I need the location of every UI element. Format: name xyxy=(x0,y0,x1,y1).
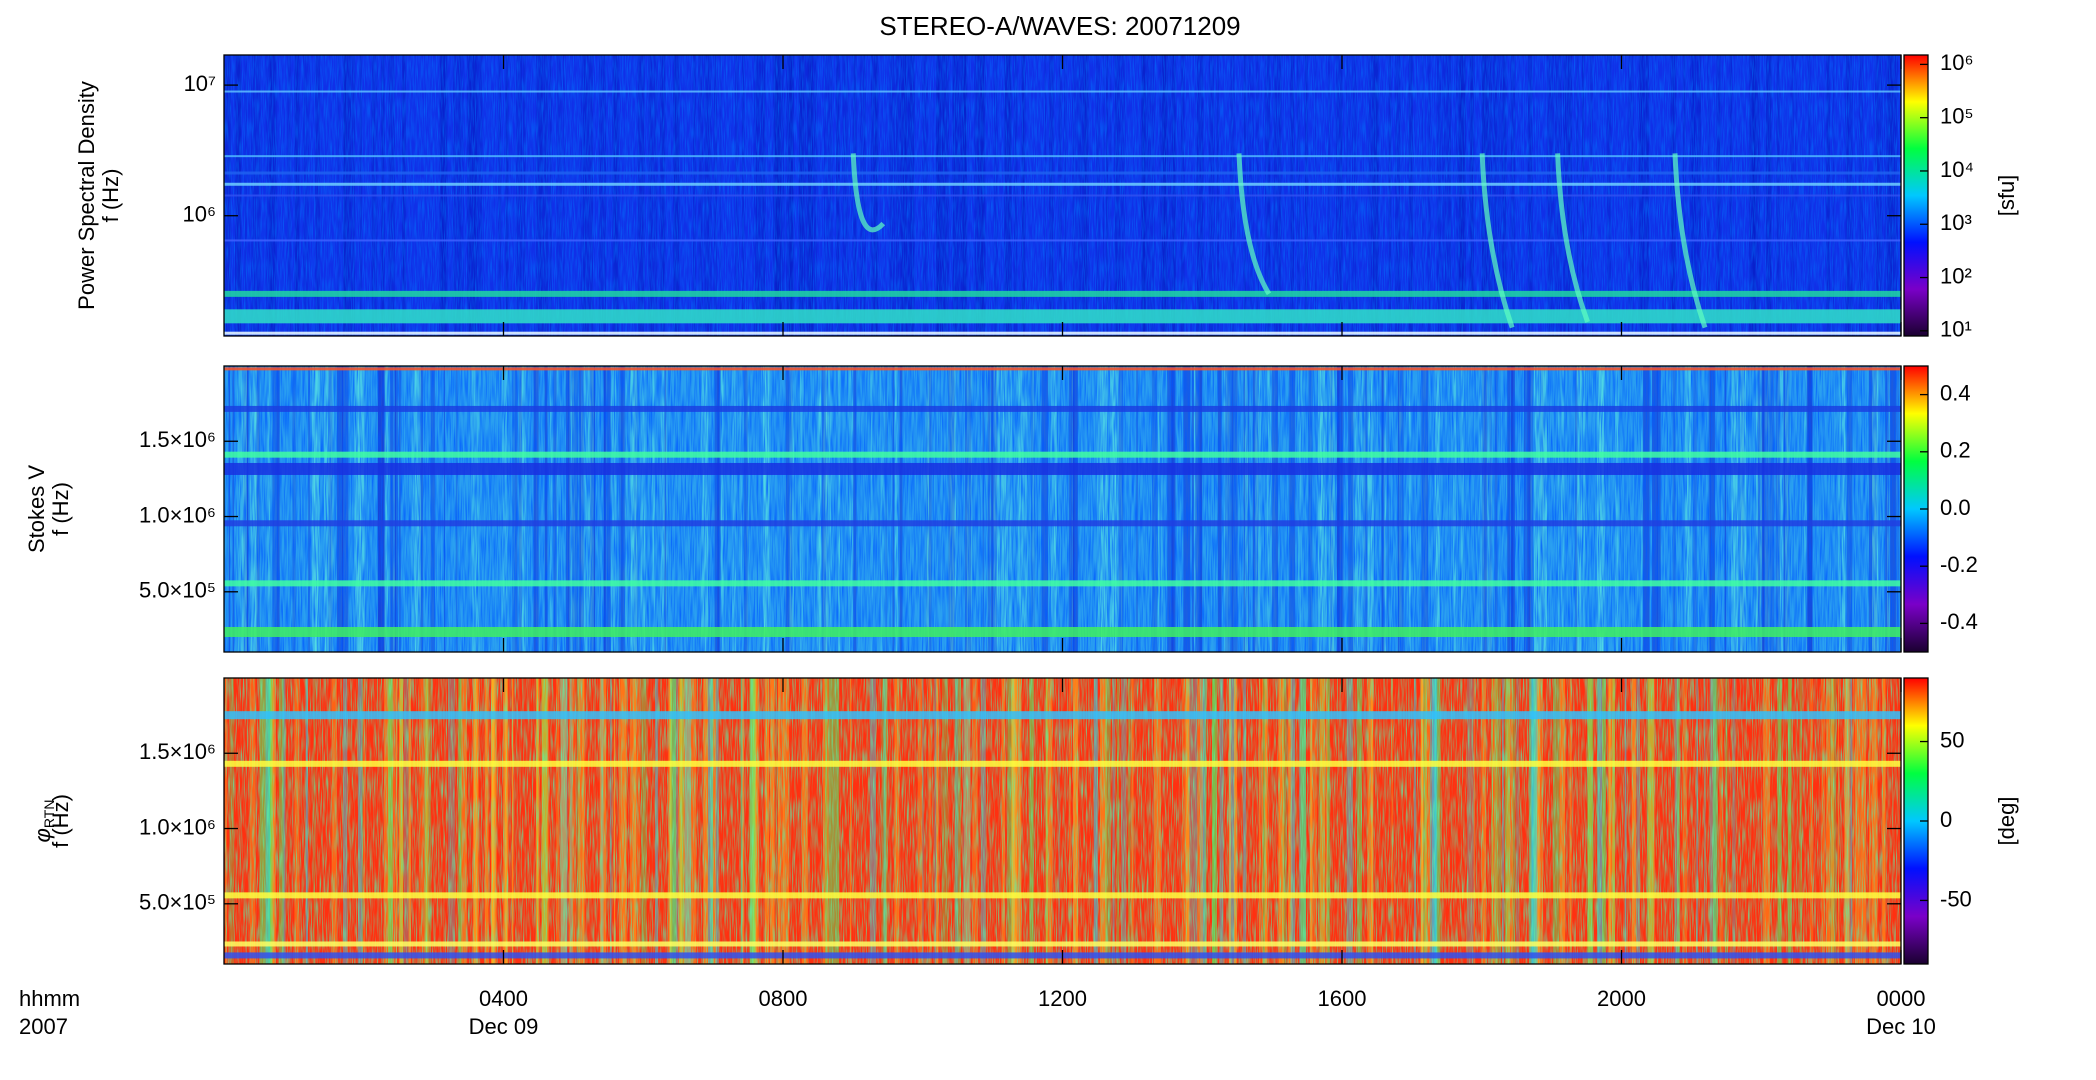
x-axis-label: hhmm xyxy=(19,986,80,1011)
spectrogram-band xyxy=(224,90,1901,93)
spectrogram-band xyxy=(224,580,1901,587)
y-tick-label: 1.5×10⁶ xyxy=(139,427,216,452)
spectrogram-band xyxy=(224,520,1901,527)
spectrogram-band xyxy=(224,451,1901,458)
spectrogram-band xyxy=(224,182,1901,186)
spectrogram xyxy=(224,678,1901,964)
y-axis-label: Stokes V xyxy=(24,465,49,553)
x-tick-label: 1600 xyxy=(1318,986,1367,1011)
spectrogram xyxy=(224,366,1901,652)
spectrogram-band xyxy=(224,462,1901,475)
colorbar-tick-label: 10² xyxy=(1940,263,1972,288)
colorbar-tick-label: 0 xyxy=(1940,807,1952,832)
colorbar xyxy=(1903,54,1929,337)
colorbar-tick-label: 0.2 xyxy=(1940,438,1971,463)
spectrogram-band xyxy=(224,760,1901,767)
y-tick-label: 1.0×10⁶ xyxy=(139,814,216,839)
colorbar-tick-label: -0.2 xyxy=(1940,552,1978,577)
colorbar-tick-label: -50 xyxy=(1940,886,1972,911)
spectrogram-band xyxy=(224,405,1901,412)
spectrogram-burst xyxy=(1672,153,1708,329)
spectrogram xyxy=(224,55,1901,336)
colorbar-tick-label: 10⁵ xyxy=(1940,103,1974,128)
y-axis-label: f (Hz) xyxy=(48,482,73,536)
spectrogram-band xyxy=(224,194,1901,197)
chart-title: STEREO-A/WAVES: 20071209 xyxy=(879,11,1240,41)
y-tick-label: 5.0×10⁵ xyxy=(139,578,216,603)
colorbar-tick-label: 0.0 xyxy=(1940,495,1971,520)
spectrogram-band xyxy=(224,171,1901,175)
spectrogram-burst xyxy=(1236,153,1272,296)
x-tick-label: 0800 xyxy=(759,986,808,1011)
spectrogram-burst xyxy=(1479,153,1515,329)
colorbar-tick-label: 10³ xyxy=(1940,210,1972,235)
x-tick-label: 1200 xyxy=(1038,986,1087,1011)
x-tick-label: 2000 xyxy=(1597,986,1646,1011)
spectrogram-band xyxy=(224,309,1901,324)
y-axis-label: Power Spectral Density xyxy=(74,81,99,310)
colorbar-tick-label: 0.4 xyxy=(1940,380,1971,405)
colorbar-tick-label: 10⁴ xyxy=(1940,157,1974,182)
x-tick-label: 0000 xyxy=(1877,986,1926,1011)
x-tick-label: 0400 xyxy=(479,986,528,1011)
x-tick-date: Dec 09 xyxy=(469,1014,539,1039)
y-tick-label: 10⁷ xyxy=(184,71,216,96)
y-tick-label: 1.0×10⁶ xyxy=(139,502,216,527)
y-tick-label: 10⁶ xyxy=(182,202,216,227)
colorbar-tick-label: 50 xyxy=(1940,727,1964,752)
y-axis-subscript: RTN xyxy=(41,800,57,829)
spectrogram-band xyxy=(224,711,1901,720)
x-axis-label: 2007 xyxy=(19,1014,68,1039)
colorbar-label: [deg] xyxy=(1994,797,2019,846)
spectrogram-band xyxy=(224,941,1901,947)
x-tick-date: Dec 10 xyxy=(1866,1014,1936,1039)
spectrogram-band xyxy=(224,626,1901,637)
spectrogram-noise xyxy=(224,366,1901,652)
y-axis-symbol: φ xyxy=(30,828,55,842)
y-axis-label: φRTN xyxy=(30,800,57,843)
spectrogram-band xyxy=(224,892,1901,899)
spectrogram-band xyxy=(224,290,1901,297)
colorbar-tick-label: -0.4 xyxy=(1940,609,1978,634)
colorbar-label: [sfu] xyxy=(1994,175,2019,217)
spectrogram-band xyxy=(224,155,1901,158)
y-tick-label: 5.0×10⁵ xyxy=(139,890,216,915)
y-tick-label: 1.5×10⁶ xyxy=(139,739,216,764)
colorbar-tick-label: 10⁶ xyxy=(1940,50,1974,75)
colorbar-tick-label: 10¹ xyxy=(1940,317,1972,342)
y-axis-label: f (Hz) xyxy=(98,169,123,223)
spectrogram-burst xyxy=(1555,153,1590,323)
y-axis-label: Power Spectral Density f (Hz) xyxy=(74,81,123,310)
spectrogram-burst xyxy=(850,153,886,233)
spectrogram-band xyxy=(224,239,1901,242)
spectrogram-noise xyxy=(224,678,1901,964)
y-axis-label: f (Hz) xyxy=(48,794,73,848)
